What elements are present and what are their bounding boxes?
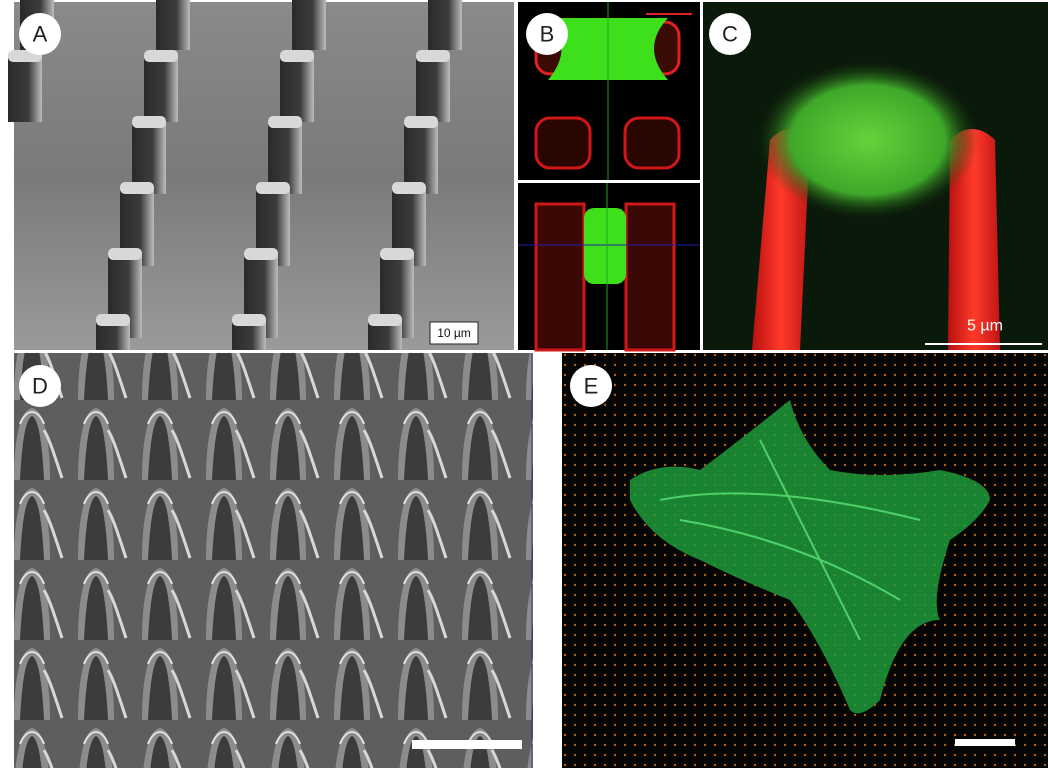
pillar <box>626 204 674 350</box>
pillar <box>280 56 314 122</box>
pillar <box>232 314 266 326</box>
scale-bar <box>412 740 522 749</box>
pillar <box>392 182 426 194</box>
panel-label: B <box>540 22 555 47</box>
pillar <box>144 50 178 62</box>
pillar <box>8 56 42 122</box>
scale-bar <box>955 739 1015 746</box>
pillar <box>144 56 178 122</box>
panel-label: D <box>32 374 48 399</box>
panel-e: E <box>562 353 1048 768</box>
cell <box>758 62 978 218</box>
panel-label: E <box>584 374 599 399</box>
panel-d: D <box>14 353 533 768</box>
panel-c: 5 µm C <box>703 2 1048 350</box>
figure: 10 µm A B 5 µm C D <box>0 0 1048 768</box>
scale-label: 10 µm <box>437 326 471 340</box>
pillar <box>244 248 278 260</box>
pillar <box>380 248 414 260</box>
pillar <box>368 314 402 326</box>
pillar <box>268 116 302 128</box>
pillar <box>536 204 584 350</box>
pillar <box>292 0 326 50</box>
pillar <box>428 0 462 50</box>
cell <box>584 208 626 284</box>
pillar <box>404 116 438 128</box>
pillar <box>108 248 142 260</box>
pillar <box>156 0 190 50</box>
panel-a: 10 µm A <box>8 0 514 350</box>
panel-label: A <box>33 22 48 47</box>
pillar <box>625 118 679 168</box>
pillar <box>132 116 166 128</box>
panel-b: B <box>518 2 700 350</box>
pillar <box>96 314 130 326</box>
pillar <box>280 50 314 62</box>
pillar <box>416 50 450 62</box>
scale-label: 5 µm <box>967 318 1003 335</box>
pillar <box>256 182 290 194</box>
sem-texture <box>14 353 533 768</box>
pillar <box>120 182 154 194</box>
page: 10 µm A B 5 µm C D <box>0 0 1048 768</box>
panel-label: C <box>722 22 738 47</box>
pillar <box>416 56 450 122</box>
pillar <box>536 118 590 168</box>
